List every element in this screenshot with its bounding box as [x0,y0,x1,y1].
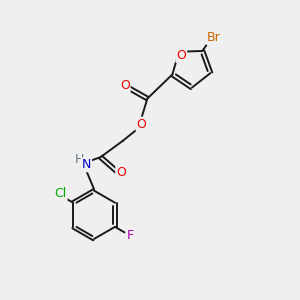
Text: Cl: Cl [54,187,67,200]
Text: O: O [116,166,126,179]
Text: O: O [176,49,186,62]
Text: O: O [136,118,146,131]
Text: H: H [75,153,84,166]
Text: Br: Br [207,31,221,44]
Text: N: N [82,158,91,171]
Text: F: F [127,229,134,242]
Text: O: O [120,79,130,92]
